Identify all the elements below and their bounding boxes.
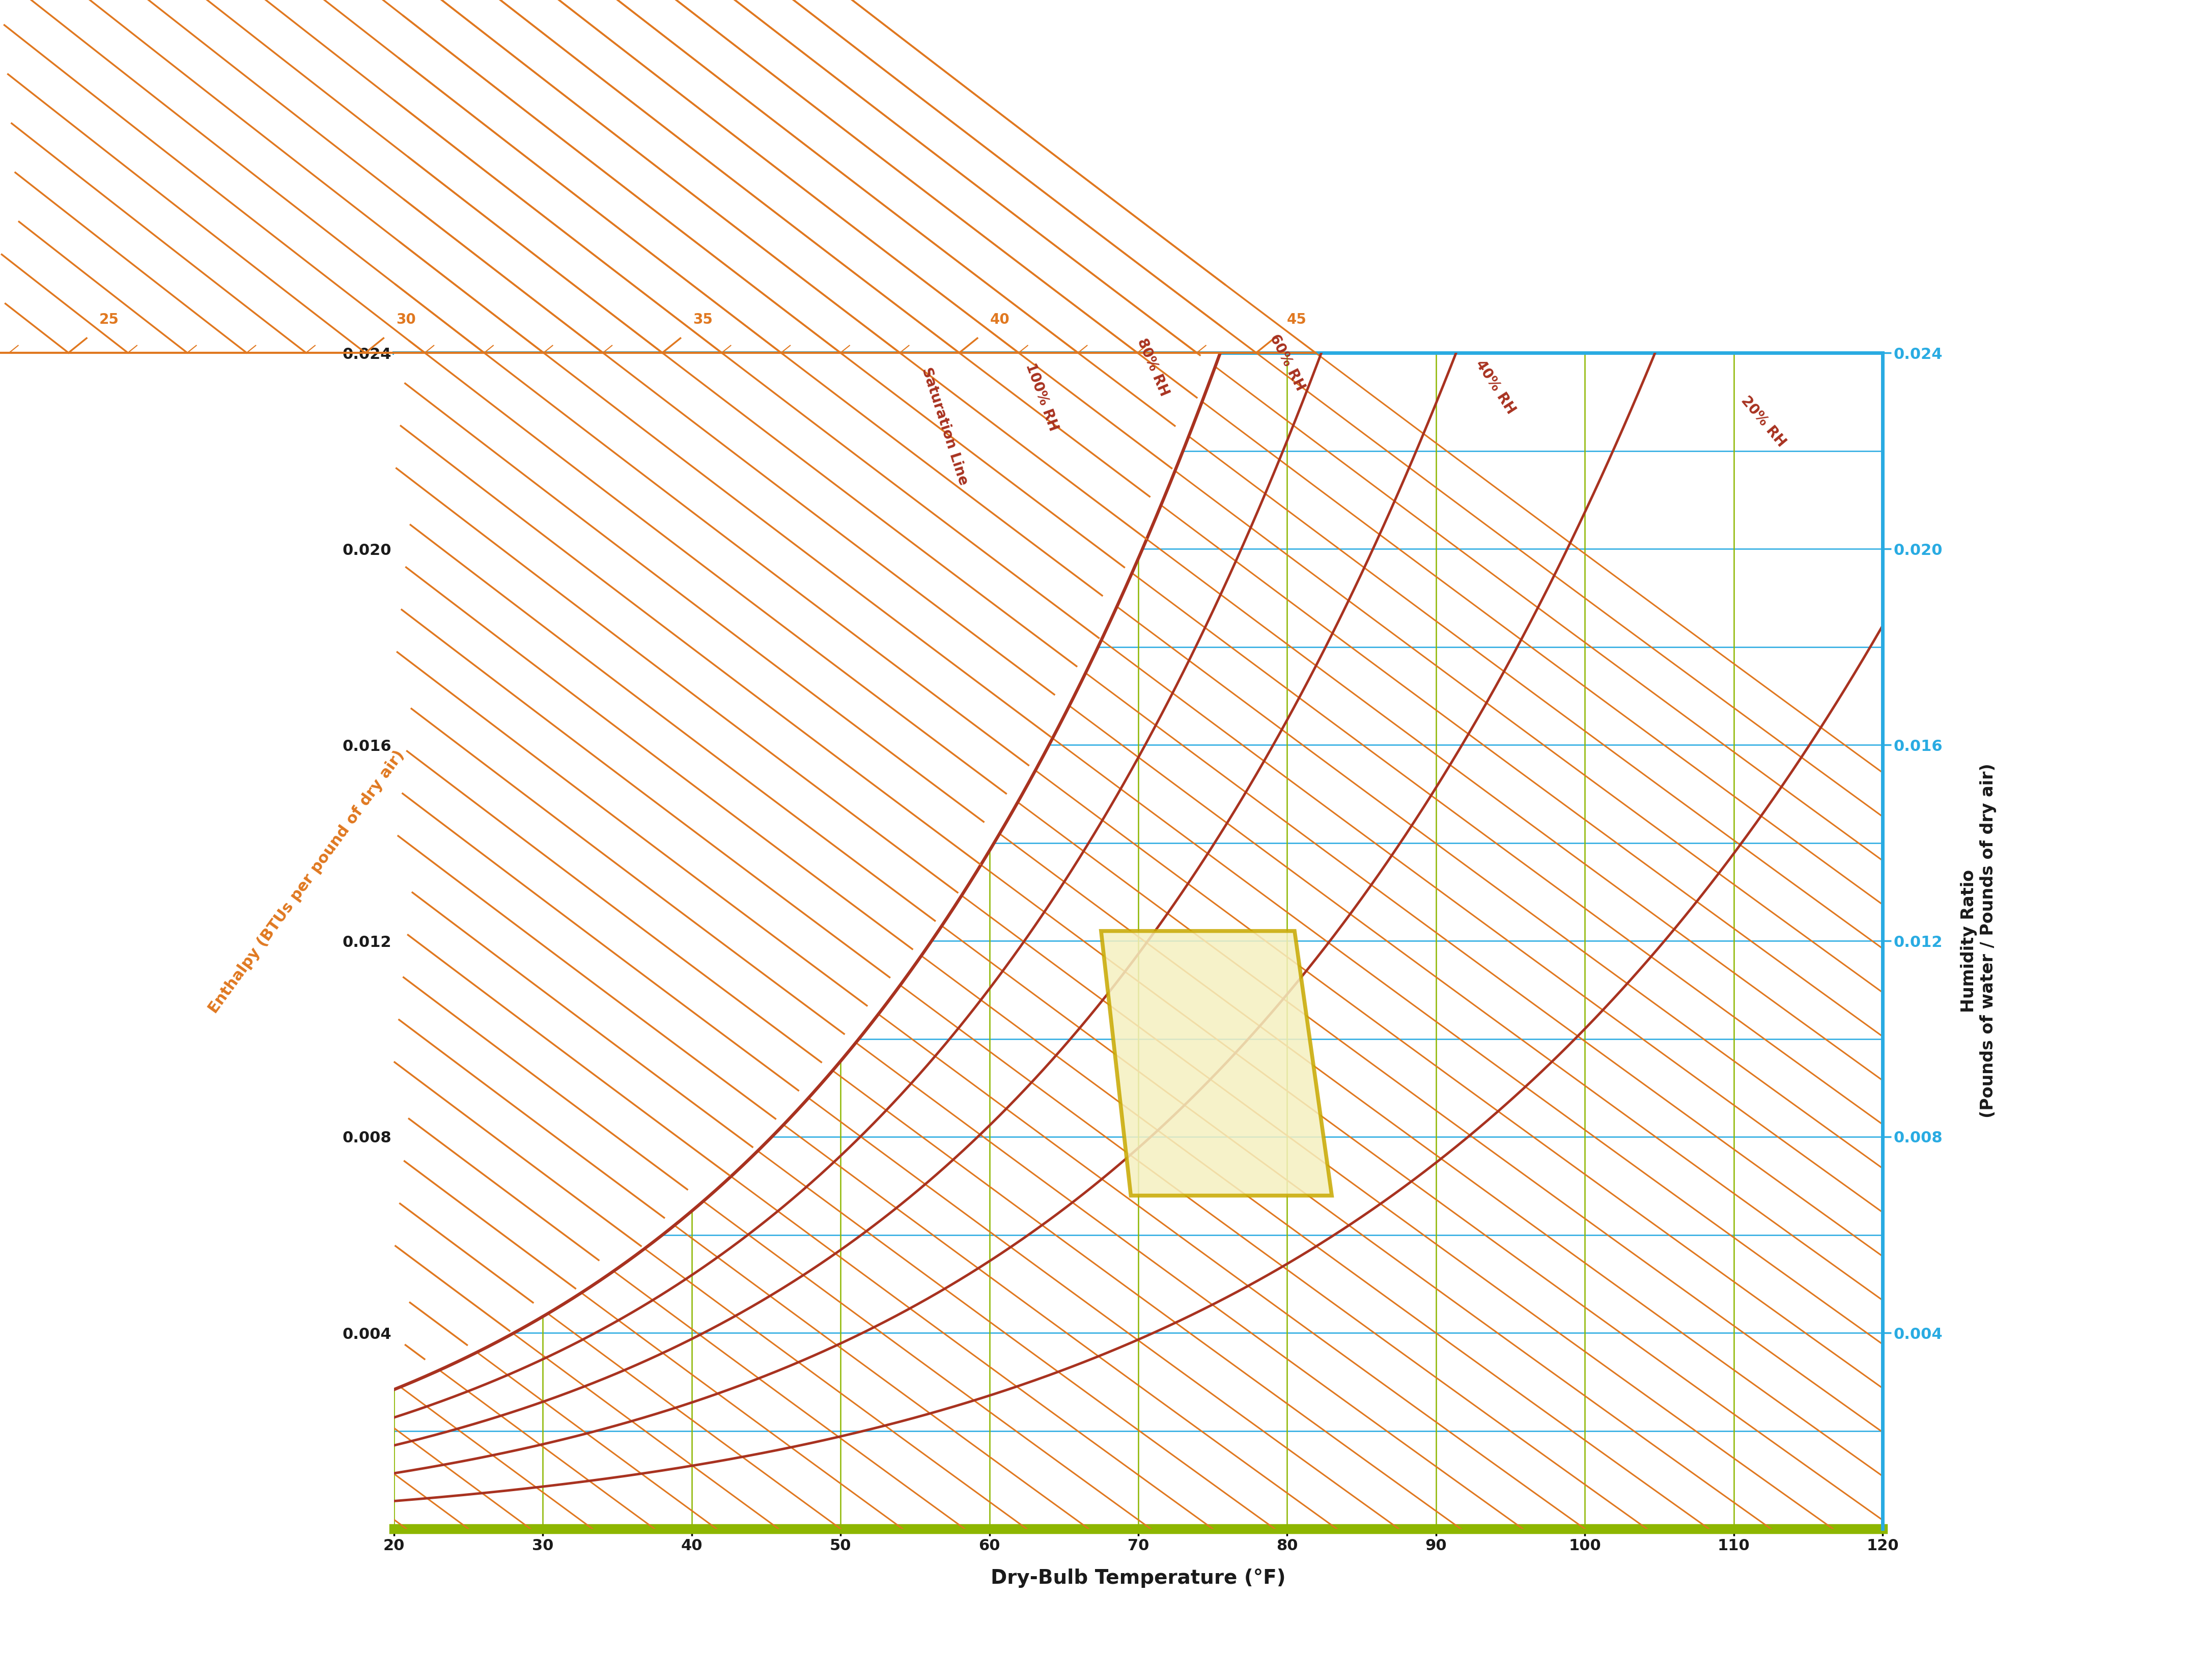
Text: Saturation Line: Saturation Line xyxy=(919,366,970,487)
Text: 40: 40 xyxy=(989,312,1009,328)
Text: 40% RH: 40% RH xyxy=(1473,358,1519,417)
Text: 100% RH: 100% RH xyxy=(1022,361,1059,433)
Polygon shape xyxy=(394,0,1883,1389)
Text: 20% RH: 20% RH xyxy=(1738,393,1788,450)
Y-axis label: Humidity Ratio
(Pounds of water / Pounds of dry air): Humidity Ratio (Pounds of water / Pounds… xyxy=(1961,763,1996,1119)
Text: 45: 45 xyxy=(1287,312,1307,328)
Text: 25: 25 xyxy=(99,312,118,328)
Text: Enthalpy (BTUs per pound of dry air): Enthalpy (BTUs per pound of dry air) xyxy=(206,748,407,1016)
Polygon shape xyxy=(1101,931,1331,1196)
Text: 60% RH: 60% RH xyxy=(1267,333,1307,393)
X-axis label: Dry-Bulb Temperature (°F): Dry-Bulb Temperature (°F) xyxy=(992,1569,1285,1588)
Text: 35: 35 xyxy=(694,312,714,328)
Text: 80% RH: 80% RH xyxy=(1134,336,1171,398)
Text: 30: 30 xyxy=(396,312,416,328)
